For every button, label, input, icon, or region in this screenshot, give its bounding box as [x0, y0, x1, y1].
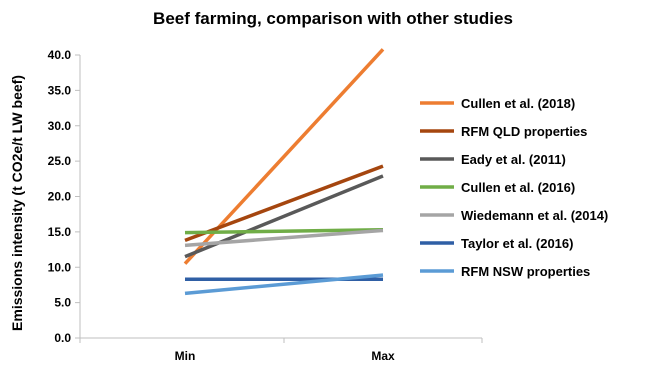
- legend-label: Wiedemann et al. (2014): [461, 208, 608, 223]
- y-axis-label: Emissions intensity (t CO2e/t LW beef): [9, 75, 25, 331]
- series-line-5: [184, 228, 384, 248]
- legend-label: RFM QLD properties: [461, 124, 587, 139]
- x-tick-label: Min: [175, 349, 196, 363]
- y-tick-label: 10.0: [48, 260, 72, 274]
- y-tick-label: 20.0: [48, 190, 72, 204]
- y-tick-label: 25.0: [48, 154, 72, 168]
- x-tick-label: Max: [371, 349, 395, 363]
- y-tick-label: 0.0: [54, 331, 71, 345]
- y-tick-label: 30.0: [48, 119, 72, 133]
- legend-label: Eady et al. (2011): [461, 152, 566, 167]
- y-tick-label: 35.0: [48, 83, 72, 97]
- axes: [79, 55, 482, 339]
- legend-label: Taylor et al. (2016): [461, 236, 573, 251]
- y-tick-label: 15.0: [48, 225, 72, 239]
- legend-label: RFM NSW properties: [461, 264, 590, 279]
- legend: Cullen et al. (2018) RFM QLD properties Ea…: [420, 96, 608, 279]
- series-line-7: [184, 273, 384, 296]
- y-tick-label: 40.0: [48, 48, 72, 62]
- series-line-4: [184, 228, 384, 235]
- legend-label: Cullen et al. (2016): [461, 180, 575, 195]
- series-line-2: [184, 164, 384, 243]
- tick-labels: 0.0 5.0 10.0 15.0 20.0 25.0 30.0 35.0 40.0 Min Max: [48, 48, 483, 363]
- chart-title: Beef farming, comparison with other stud…: [153, 9, 513, 28]
- series-lines: [183, 48, 385, 296]
- legend-label: Cullen et al. (2018): [461, 96, 575, 111]
- y-tick-label: 5.0: [54, 296, 71, 310]
